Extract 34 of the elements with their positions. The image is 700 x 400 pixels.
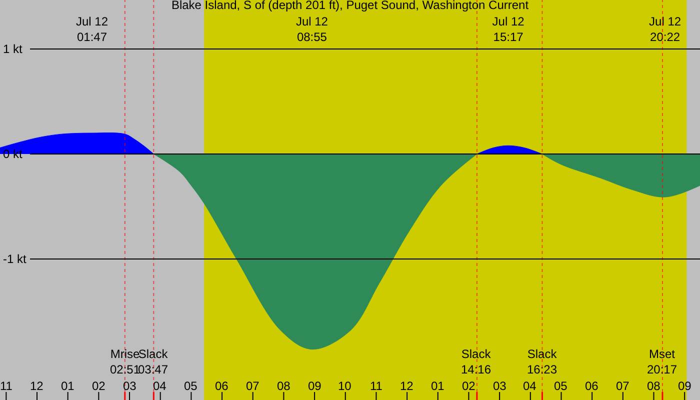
x2-tick-label: Jul 12 20:22 [649, 14, 682, 44]
x-tick-label: 10 [338, 379, 352, 393]
x2-tick-label: Jul 12 15:17 [492, 14, 525, 44]
x-tick-label: 02 [92, 379, 106, 393]
x-tick-label: 04 [153, 379, 167, 393]
x-tick-label: 11 [0, 379, 13, 393]
x2-tick-label: Jul 12 08:55 [296, 14, 328, 44]
x-tick-label: 11 [370, 379, 383, 393]
ref-line-label: Slack 14:16 [461, 347, 492, 377]
x-tick-label: 01 [431, 379, 445, 393]
x-tick-label: 06 [585, 379, 599, 393]
x-tick-label: 09 [308, 379, 322, 393]
y-tick-label: 1 kt [3, 42, 24, 56]
x-tick-label: 05 [184, 379, 198, 393]
x-tick-label: 07 [616, 379, 630, 393]
x-tick-label: 08 [277, 379, 291, 393]
ref-line-label: Slack 16:23 [527, 347, 558, 377]
ref-line-label: Mset 20:17 [647, 347, 678, 377]
ref-line-label: Slack 03:47 [138, 347, 169, 377]
x-tick-label: 06 [215, 379, 229, 393]
x2-tick-label: Jul 12 01:47 [76, 14, 108, 44]
y-tick-label: -1 kt [3, 252, 28, 266]
chart-title: Blake Island, S of (depth 201 ft), Puget Sound, Washington Current [171, 0, 530, 12]
x-tick-label: 12 [30, 379, 44, 393]
x-tick-label: 03 [493, 379, 507, 393]
ref-line-label: Mrise 02:51 [110, 347, 140, 377]
x-tick-label: 08 [647, 379, 661, 393]
x-tick-label: 03 [123, 379, 137, 393]
x-tick-label: 01 [61, 379, 75, 393]
x-tick-label: 12 [400, 379, 414, 393]
x-tick-label: 07 [246, 379, 260, 393]
x-tick-label: 02 [462, 379, 476, 393]
x-tick-label: 04 [523, 379, 537, 393]
x-tick-label: 05 [554, 379, 568, 393]
